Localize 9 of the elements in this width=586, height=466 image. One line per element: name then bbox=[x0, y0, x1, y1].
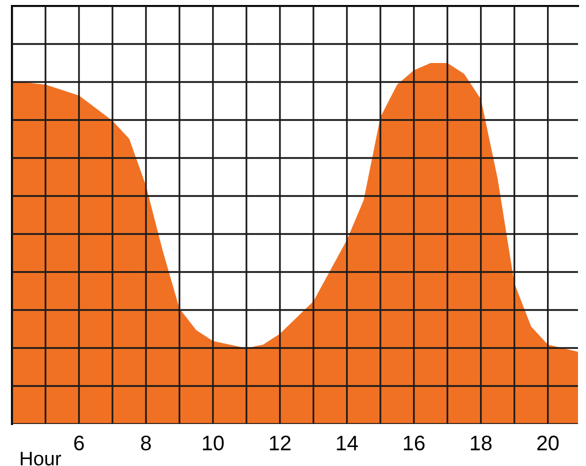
x-tick-label: 6 bbox=[74, 436, 84, 450]
x-tick-label: 20 bbox=[537, 436, 559, 450]
x-tick-label: 12 bbox=[270, 436, 290, 450]
x-tick-label: 16 bbox=[404, 436, 425, 450]
x-tick-label: 18 bbox=[470, 436, 492, 450]
x-tick-label: 8 bbox=[141, 436, 151, 450]
x-axis-title: Hour bbox=[20, 452, 62, 466]
x-tick-label: 14 bbox=[336, 436, 358, 450]
x-tick-label: 10 bbox=[202, 436, 224, 450]
